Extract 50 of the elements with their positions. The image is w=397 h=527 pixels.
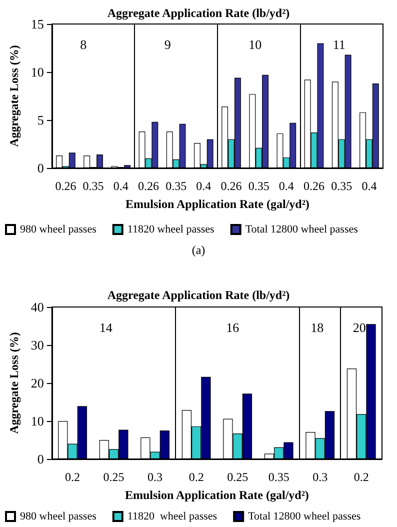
y-tick-label: 0 [37,452,44,466]
legend-label: Total 12800 wheel passes [248,510,361,522]
x-tick-label: 0.4 [196,179,212,193]
annotation: 16 [226,320,240,335]
annotation: 9 [164,37,171,52]
x-tick-label: 0.35 [268,470,290,484]
x-tick-label: 0.4 [362,179,377,193]
x-tick-label: 0.25 [227,470,248,484]
legend-label: 980 wheel passes [20,224,96,236]
chart-title: Aggregate Application Rate (lb/yd²) [107,288,290,302]
x-tick-label: 0.35 [248,179,270,193]
x-tick-label: 0.26 [304,179,325,193]
annotation: 11 [332,37,346,52]
legend-label: 980 wheel passes [20,510,96,522]
x-tick-label: 0.25 [103,470,124,484]
annotation: 10 [248,37,262,52]
x-tick-label: 0.2 [65,470,80,484]
annotation: 18 [310,320,324,335]
x-axis-title: Emulsion Application Rate (gal/yd²) [125,197,310,211]
x-tick-label: 0.2 [354,470,369,484]
legend-label: 11820 wheel passes [127,224,214,236]
legend-label: Total 12800 wheel passes [245,224,358,236]
x-tick-label: 0.3 [148,470,163,484]
x-tick-label: 0.35 [82,179,104,193]
x-tick-label: 0.4 [278,179,294,193]
y-tick-label: 0 [37,160,44,176]
x-tick-label: 0.3 [312,470,328,484]
y-tick-label: 30 [30,338,44,352]
y-tick-label: 15 [30,16,44,32]
annotation: 8 [80,37,87,52]
x-tick-label: 0.35 [166,179,187,193]
y-tick-label: 10 [30,414,44,428]
y-axis-title: Aggregate Loss (%) [7,332,21,434]
chart-title: Aggregate Application Rate (lb/yd²) [107,6,290,20]
legend-label: 11820 wheel passes [127,510,218,522]
x-tick-label: 0.26 [138,179,159,193]
annotation: 14 [99,320,113,335]
y-tick-label: 20 [30,376,44,390]
x-tick-label: 0.26 [55,179,76,193]
x-axis-title: Emulsion Application Rate (gal/yd²) [124,488,309,502]
y-tick-label: 10 [30,64,44,80]
y-tick-label: 40 [30,300,44,314]
y-tick-label: 5 [37,112,44,128]
text: (a) [192,243,206,257]
annotation: 20 [352,320,366,335]
x-tick-label: 0.35 [331,179,352,193]
x-tick-label: 0.2 [188,470,204,484]
x-tick-label: 0.4 [113,179,128,193]
x-tick-label: 0.26 [220,179,242,193]
y-axis-title: Aggregate Loss (%) [7,45,21,147]
